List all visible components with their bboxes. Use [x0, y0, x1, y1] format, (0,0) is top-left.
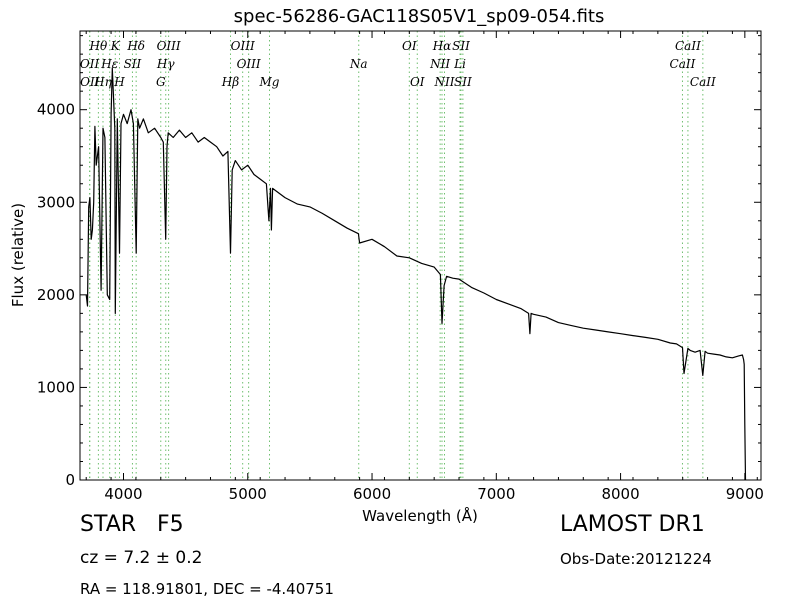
- spectral-line-markers: [89, 31, 704, 480]
- y-tick-label: 3000: [37, 193, 75, 211]
- spectral-line-label: SII: [124, 57, 142, 71]
- spectral-line-label: OIII: [237, 57, 261, 71]
- spectral-line-label: Hα: [432, 39, 452, 53]
- spectral-line-label: OIII: [231, 39, 255, 53]
- y-axis-label: Flux (relative): [9, 203, 27, 307]
- x-tick-label: 5000: [229, 485, 267, 503]
- x-tick-label: 4000: [104, 485, 142, 503]
- axis-ticks: [80, 31, 761, 481]
- redshift-value: cz = 7.2 ± 0.2: [80, 548, 203, 568]
- spectral-line-label: OI: [410, 75, 425, 89]
- object-class: STAR F5: [80, 512, 184, 537]
- x-axis-label: Wavelength (Å): [362, 506, 478, 525]
- spectral-line-label: NII: [429, 57, 450, 71]
- y-tick-label: 1000: [37, 378, 75, 396]
- spectral-line-label: SII: [454, 75, 472, 89]
- spectral-line-label: OII: [80, 75, 100, 89]
- spectral-line-label: Hγ: [156, 57, 175, 71]
- chart-title: spec-56286-GAC118S05V1_sp09-054.fits: [234, 6, 605, 27]
- y-tick-label: 0: [65, 471, 75, 489]
- spectral-line-label: Hβ: [221, 75, 239, 89]
- spectral-line-label: Li: [453, 57, 466, 71]
- spectral-line-label: Hδ: [126, 39, 145, 53]
- spectral-line-label: NII: [433, 75, 454, 89]
- x-tick-label: 6000: [353, 485, 391, 503]
- spectral-line-label: Mg: [259, 75, 280, 89]
- spectral-line-label: Hη: [93, 75, 112, 89]
- spectral-line-label: Na: [349, 57, 368, 71]
- spectral-line-label: CaII: [675, 39, 701, 53]
- y-tick-label: 2000: [37, 286, 75, 304]
- spectral-line-label: Hθ: [89, 39, 108, 53]
- observation-date: Obs-Date:20121224: [560, 550, 712, 568]
- y-tick-label: 4000: [37, 101, 75, 119]
- axis-tick-labels: 4000 5000 6000 7000 8000 9000 0 1000 2000 3000 400…: [37, 101, 764, 503]
- spectrum-line: [85, 67, 747, 481]
- spectral-line-label: CaII: [690, 75, 716, 89]
- coordinates: RA = 118.91801, DEC = -4.40751: [80, 580, 334, 598]
- spectral-line-label: OII: [80, 57, 100, 71]
- spectral-line-label: G: [156, 75, 166, 89]
- catalog-name: LAMOST DR1: [560, 512, 705, 537]
- spectral-line-label: CaII: [670, 57, 696, 71]
- x-tick-label: 8000: [601, 485, 639, 503]
- spectral-line-label: OI: [402, 39, 417, 53]
- spectral-line-label: Hε: [100, 57, 118, 71]
- spectral-line-label: OIII: [157, 39, 181, 53]
- spectral-line-label: SII: [452, 39, 470, 53]
- x-tick-label: 9000: [726, 485, 764, 503]
- series-group: [85, 67, 747, 481]
- plot-frame: [79, 30, 762, 481]
- spectral-line-label: K: [110, 39, 121, 53]
- x-tick-label: 7000: [477, 485, 515, 503]
- spectral-line-label: H: [113, 75, 125, 89]
